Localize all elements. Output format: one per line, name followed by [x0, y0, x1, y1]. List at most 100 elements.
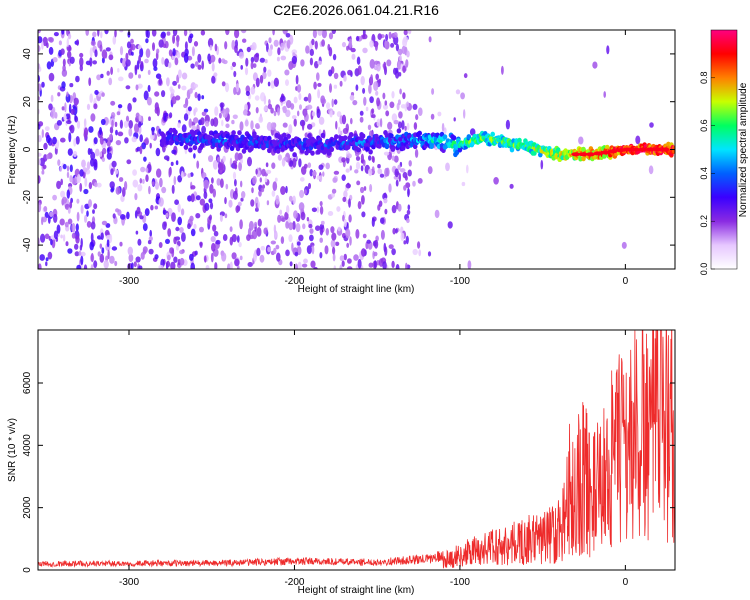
- spectrogram-cell: [276, 252, 281, 262]
- spectrogram-cell: [53, 31, 59, 37]
- spectrogram-cell: [193, 41, 199, 47]
- spectrogram-cell: [316, 206, 320, 213]
- spectrogram-cell: [193, 153, 196, 159]
- spectrogram-cell: [86, 103, 91, 110]
- spectrogram-cell: [188, 88, 193, 94]
- spectrogram-cell: [240, 158, 243, 164]
- spectrogram-cell: [181, 124, 187, 133]
- spectrogram-cell: [88, 199, 92, 208]
- spectrogram-cell: [62, 64, 66, 72]
- spectrogram-cell: [61, 69, 68, 77]
- spectrogram-cell: [194, 91, 198, 99]
- spectrogram-cell: [350, 47, 356, 53]
- spectrogram-cell: [60, 234, 63, 239]
- spectrogram-cell: [181, 170, 184, 179]
- spectrogram-cell: [46, 134, 51, 144]
- spectrogram-cell: [363, 96, 367, 106]
- spectrogram-cell: [214, 262, 218, 269]
- spectrogram-cell: [210, 252, 214, 263]
- spectrogram-cell: [224, 213, 228, 219]
- spectrogram-cell: [190, 172, 194, 177]
- spectrogram-peak-cell: [660, 147, 670, 152]
- spectrogram-cell: [138, 54, 142, 64]
- spectrogram-cell: [38, 96, 41, 101]
- spectrogram-cell: [347, 258, 352, 264]
- spectrogram-cell: [115, 129, 118, 136]
- spectrogram-cell: [67, 148, 73, 156]
- spectrogram-cell: [177, 203, 181, 213]
- spectrogram-cell: [362, 47, 368, 54]
- spectrogram-cell: [109, 181, 115, 189]
- spectrogram-cell: [118, 76, 124, 82]
- spectrogram-cell: [376, 118, 381, 128]
- spectrogram-cell: [50, 109, 56, 119]
- spectrogram-cell: [348, 214, 352, 223]
- spectrogram-cell: [251, 187, 254, 194]
- spectrogram-cell: [218, 112, 222, 119]
- spectrogram-cell: [331, 30, 336, 34]
- spectrogram-cell: [143, 156, 147, 162]
- spectrogram-cell: [201, 60, 204, 70]
- spectrogram-cell: [352, 100, 358, 106]
- spectrogram-cell: [319, 205, 324, 215]
- spectrogram-cell: [354, 169, 359, 174]
- spectrogram-cell: [389, 101, 395, 109]
- spectrogram-cell: [244, 67, 249, 76]
- spectrogram-cell: [76, 198, 80, 204]
- spectrogram-cell: [298, 202, 305, 212]
- spectrogram-cell: [48, 46, 54, 55]
- spectrogram-cell: [294, 263, 298, 269]
- spectrogram-cell: [126, 211, 130, 220]
- spectrogram-cell: [210, 54, 216, 63]
- spectrogram-cell: [303, 96, 309, 102]
- spectrogram-cell: [286, 205, 290, 214]
- spectrogram-cell: [280, 186, 286, 195]
- spectrogram-cell: [38, 152, 42, 157]
- spectrogram-cell: [119, 241, 123, 247]
- spectrogram-cell: [445, 162, 450, 172]
- spectrogram-cell: [293, 210, 298, 219]
- spectrogram-cell: [466, 164, 469, 174]
- spectrogram-cell: [311, 207, 317, 213]
- snr-y-tick-label: 4000: [22, 434, 33, 457]
- spectrogram-cell: [193, 83, 199, 88]
- spectrogram-ridge-cell: [185, 137, 190, 143]
- spectrogram-cell: [207, 53, 211, 62]
- spectrogram-cell: [359, 116, 364, 123]
- spectrogram-cell: [137, 121, 142, 128]
- spectrogram-cell: [79, 182, 83, 192]
- spectrogram-cell: [303, 108, 307, 118]
- spectrogram-cell: [39, 254, 45, 261]
- spectrogram-cell: [403, 30, 408, 36]
- spectrogram-ridge-cell: [342, 135, 348, 141]
- spectrogram-cell: [175, 160, 179, 166]
- spectrogram-cell: [84, 214, 88, 223]
- spectrogram-cell: [444, 127, 447, 134]
- spectrogram-cell: [371, 114, 376, 119]
- spectrogram-cell: [190, 63, 195, 69]
- spectrogram-cell: [333, 265, 337, 269]
- spectrogram-cell: [90, 151, 96, 161]
- spectrogram-cell: [199, 242, 203, 248]
- spectrogram-cell: [266, 200, 270, 206]
- snr-frame: [37, 329, 676, 571]
- spectrogram-cell: [62, 196, 67, 204]
- spectrogram-cell: [114, 121, 118, 127]
- spectrogram-cell: [298, 158, 302, 168]
- spectrogram-cell: [143, 90, 149, 101]
- spectrogram-cell: [447, 221, 453, 229]
- spectrogram-cell: [246, 234, 251, 242]
- spectrogram-cell: [316, 72, 320, 81]
- spectrogram-cell: [119, 30, 124, 33]
- snr-x-tick-label: 0: [623, 577, 629, 588]
- spectrogram-cell: [43, 142, 48, 150]
- spectrogram-cell: [167, 254, 171, 261]
- spectrogram-cell: [350, 117, 353, 125]
- spectrogram-cell: [74, 251, 80, 257]
- spectrogram-cell: [289, 160, 294, 167]
- spectrogram-cell: [71, 232, 76, 239]
- spectrogram-cell: [292, 195, 296, 205]
- spectrogram-cell: [303, 163, 308, 169]
- spectrogram-cell: [391, 113, 398, 122]
- spectrogram-cell: [82, 167, 88, 173]
